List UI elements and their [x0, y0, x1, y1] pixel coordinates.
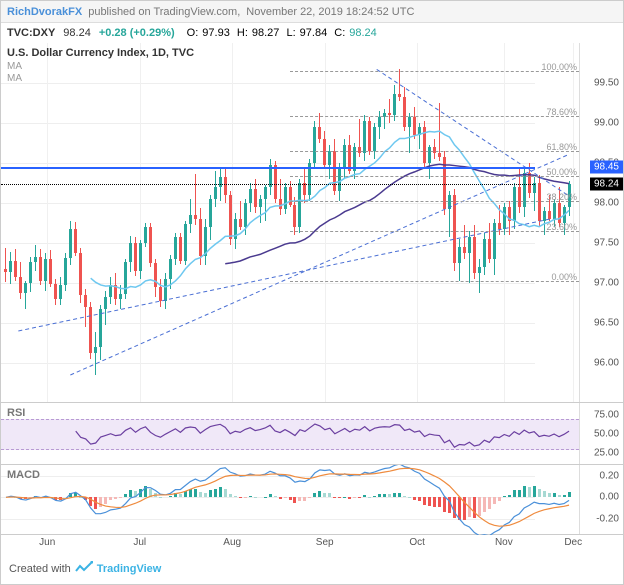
created-with: Created with: [9, 563, 71, 575]
low-val: 97.84: [300, 27, 328, 39]
published-label: published on TradingView.com,: [88, 6, 240, 18]
close-val: 98.24: [349, 27, 377, 39]
ohlc: O:97.93 H: 98.27 L: 97.84 C: 98.24: [183, 27, 377, 39]
macd-label: MACD: [7, 469, 40, 481]
footer: Created with TradingView: [1, 555, 623, 583]
rsi-yaxis: 25.0050.0075.00: [579, 403, 623, 464]
last-price: 98.24: [63, 27, 91, 39]
author-name[interactable]: RichDvorakFX: [7, 6, 82, 18]
chart-area: U.S. Dollar Currency Index, 1D, TVC MA M…: [1, 43, 623, 555]
price-plot: 100.00%78.60%61.80%50.00%38.20%23.60%0.0…: [1, 43, 579, 402]
high-label: H:: [237, 27, 248, 39]
macd-panel[interactable]: MACD -0.200.000.20: [1, 465, 623, 535]
brand[interactable]: TradingView: [97, 563, 162, 575]
timestamp: November 22, 2019 18:24:52 UTC: [246, 6, 414, 18]
price-panel[interactable]: U.S. Dollar Currency Index, 1D, TVC MA M…: [1, 43, 623, 403]
price-yaxis: 96.0096.5097.0097.5098.0098.5099.0099.50…: [579, 43, 623, 402]
chart-header: RichDvorakFX published on TradingView.co…: [1, 1, 623, 23]
ma-label-2: MA: [7, 73, 22, 84]
price-title: U.S. Dollar Currency Index, 1D, TVC: [7, 47, 194, 59]
x-axis: JunJulAugSepOctNovDec: [1, 535, 623, 555]
chart-container: RichDvorakFX published on TradingView.co…: [0, 0, 624, 585]
close-label: C:: [334, 27, 345, 39]
macd-yaxis: -0.200.000.20: [579, 465, 623, 534]
rsi-panel[interactable]: RSI 25.0050.0075.00: [1, 403, 623, 465]
high-val: 98.27: [252, 27, 280, 39]
change: +0.28 (+0.29%): [99, 27, 175, 39]
rsi-plot: [1, 403, 579, 464]
rsi-label: RSI: [7, 407, 25, 419]
open-label: O:: [187, 27, 199, 39]
low-label: L:: [286, 27, 295, 39]
open-val: 97.93: [202, 27, 230, 39]
tradingview-logo-icon: [71, 561, 97, 578]
ma-label-1: MA: [7, 61, 22, 72]
info-bar: TVC:DXY 98.24 +0.28 (+0.29%) O:97.93 H: 9…: [1, 23, 623, 43]
symbol[interactable]: TVC:DXY: [7, 27, 55, 39]
macd-plot: [1, 465, 579, 534]
